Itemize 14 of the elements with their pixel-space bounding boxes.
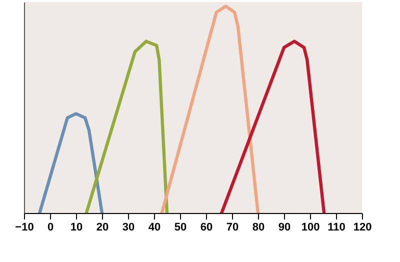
x-tick-label: −10 bbox=[15, 222, 34, 234]
x-tick-label: 10 bbox=[70, 222, 83, 234]
x-tick-label: 120 bbox=[353, 222, 372, 234]
x-tick-label: 80 bbox=[252, 222, 265, 234]
x-tick-label: 30 bbox=[122, 222, 135, 234]
x-tick-label: 50 bbox=[174, 222, 187, 234]
x-tick-label: 40 bbox=[148, 222, 161, 234]
x-tick-label: 70 bbox=[226, 222, 239, 234]
x-tick-label: 90 bbox=[278, 222, 291, 234]
x-tick-label: 100 bbox=[301, 222, 320, 234]
x-tick-label: 60 bbox=[200, 222, 213, 234]
x-tick-label: 0 bbox=[47, 222, 54, 234]
x-tick-label: 20 bbox=[96, 222, 109, 234]
x-tick-label: 110 bbox=[328, 222, 346, 234]
